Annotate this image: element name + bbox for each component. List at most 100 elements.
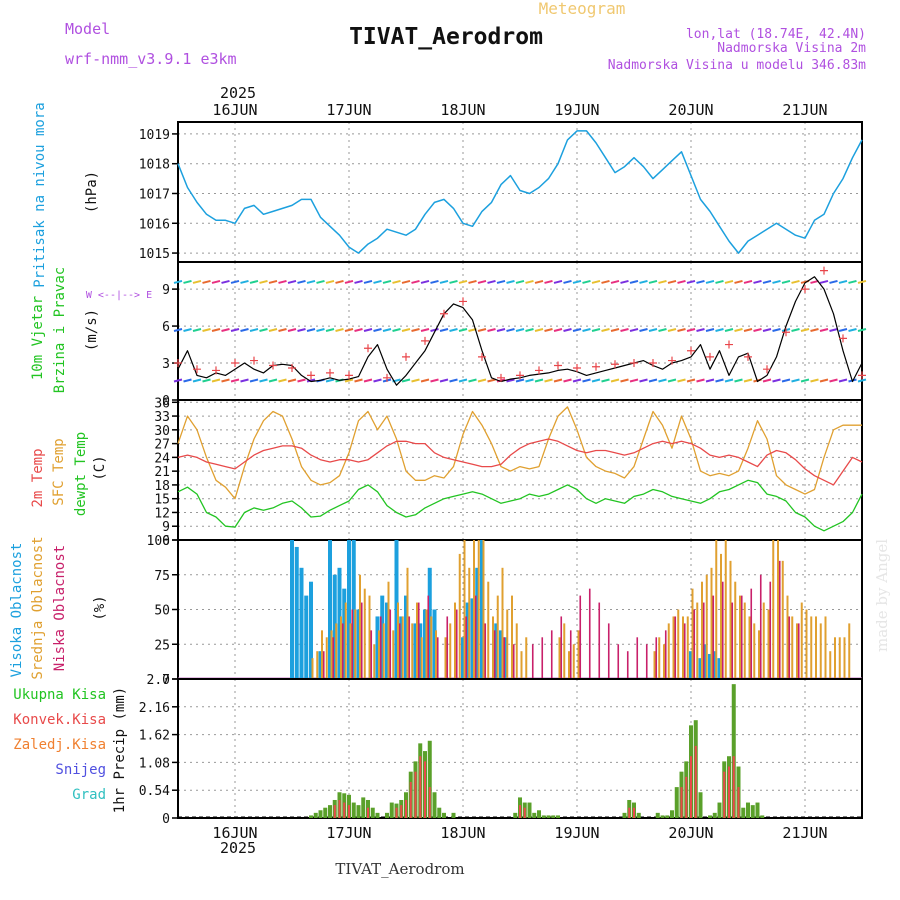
wind-gust-marker	[592, 362, 600, 371]
wind-arrow	[525, 328, 534, 332]
wind-arrow	[629, 279, 639, 284]
cloud-mid-bar	[340, 616, 342, 679]
wind-gust-marker	[820, 266, 828, 275]
panel-frame	[177, 121, 863, 263]
wind-gust-marker	[364, 344, 372, 353]
cloud-mid-bar	[435, 630, 437, 679]
cloud-low-bar	[398, 623, 401, 679]
wind-arrow	[857, 378, 867, 383]
cloud-low-bar	[503, 637, 506, 679]
cloud-high-bar	[299, 567, 304, 679]
wind-arrow	[430, 378, 439, 383]
precip-conv-bar	[405, 799, 407, 818]
top-date-label: 18JUN	[440, 101, 485, 119]
cloud-low-bar	[797, 623, 800, 679]
wind-arrow	[306, 328, 316, 332]
wind-arrow	[202, 279, 211, 284]
precip-total-bar	[708, 815, 712, 818]
cloud-low-bar	[769, 581, 772, 679]
wind-arrow	[857, 328, 867, 332]
wind-gust-marker	[497, 373, 505, 382]
wind-arrow	[800, 328, 810, 332]
cloud-mid-bar	[335, 623, 338, 679]
cloud-low-bar	[541, 637, 544, 679]
wind-arrow	[373, 378, 382, 383]
wind-arrow	[325, 328, 335, 332]
precip-total-bar	[698, 792, 703, 818]
temp-sfc-ylabel: SFC Temp	[51, 438, 67, 505]
precip-total-bar	[541, 815, 546, 818]
precip-conv-bar	[723, 771, 726, 818]
wind-gust-marker	[288, 363, 296, 372]
wind-arrow	[743, 279, 753, 284]
cloud-mid-bar	[321, 630, 323, 679]
cloud-mid-bar	[772, 540, 775, 679]
wind-arrow	[629, 328, 639, 332]
cloud-low-bar	[598, 602, 601, 679]
wind-arrow	[344, 378, 354, 383]
bottom-date-label: 18JUN	[440, 824, 485, 842]
ytick-label-0: 1015	[139, 247, 170, 262]
cloud-mid-bar	[316, 651, 319, 679]
cloud-mid-bar	[800, 602, 803, 679]
altitude-text: Nadmorska Visina 2m	[717, 41, 866, 56]
pressure-unit: (hPa)	[84, 171, 100, 213]
wind-arrow	[838, 378, 848, 383]
wind-arrow	[183, 279, 192, 284]
cloud-mid-bar	[325, 637, 328, 679]
wind-arrow	[658, 328, 667, 332]
cloud-low-bar	[379, 616, 382, 679]
precip-conv-bar	[680, 787, 683, 818]
precip-total-bar	[674, 787, 679, 818]
bottom-date-label: 16JUN	[212, 824, 257, 842]
precip-total-bar	[717, 802, 722, 818]
wind-gust-marker	[839, 334, 847, 343]
cloud-high-bar	[356, 609, 361, 679]
wind-arrow	[639, 378, 648, 383]
wind-gust-marker	[307, 371, 315, 380]
wind-arrow	[734, 378, 743, 383]
cloud-high-bar	[461, 637, 465, 679]
cloud-mid-bar	[416, 602, 418, 679]
wind-arrow	[173, 378, 183, 383]
wind-gust-marker	[383, 373, 391, 382]
wind-arrow	[620, 378, 629, 383]
wind-arrow	[211, 279, 221, 284]
cloud-mid-bar	[363, 588, 366, 679]
wind-arrow	[411, 328, 420, 332]
wind-gust-marker	[459, 297, 467, 306]
wind-gust-marker	[782, 328, 790, 337]
cloud-mid-ylabel: Srednja Oblacnost	[30, 536, 46, 679]
wind-arrow	[183, 378, 192, 383]
wind-arrow	[506, 378, 515, 383]
cloud-high-bar	[717, 658, 722, 679]
wind-gust-marker	[231, 359, 239, 368]
cloud-low-bar	[617, 644, 620, 679]
precip-conv-bar	[633, 807, 635, 818]
cloud-high-bar	[380, 595, 385, 679]
wind-arrow	[819, 279, 829, 284]
wind-arrow	[819, 378, 829, 383]
cloud-low-bar	[712, 595, 715, 679]
precip-conv-bar	[333, 805, 336, 818]
cloud-unit: (%)	[92, 595, 108, 620]
wind-arrow	[240, 279, 249, 284]
cloud-mid-bar	[834, 637, 836, 679]
wind-arrow	[553, 279, 563, 284]
wind-arrow	[420, 378, 430, 383]
wind-arrow	[563, 279, 572, 284]
wind-arrow	[848, 279, 857, 284]
cloud-low-bar	[512, 644, 515, 679]
precip-panel: 0 0.54 1.08 1.62 2.16 2.7	[139, 673, 863, 827]
wind-arrow	[487, 378, 496, 383]
wind-arrow	[192, 378, 202, 383]
cloud-high-bar	[503, 637, 508, 679]
precip-conv-bar	[419, 756, 422, 818]
wind-arrow	[534, 378, 544, 383]
cloud-mid-bar	[487, 581, 490, 679]
cloud-high-bar	[470, 598, 475, 679]
top-date-label: 17JUN	[326, 101, 371, 119]
cloud-low-bar	[322, 651, 325, 679]
